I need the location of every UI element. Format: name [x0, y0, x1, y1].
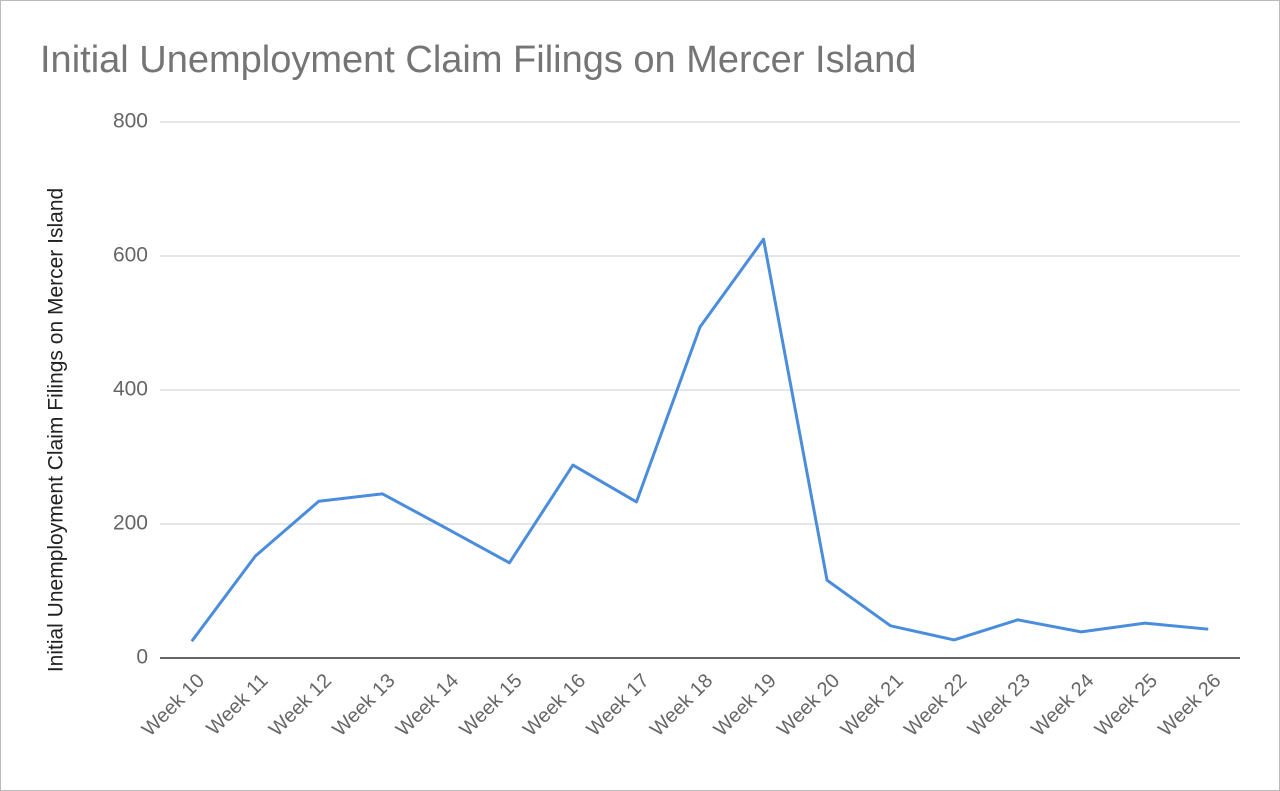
y-tick-label: 200 [113, 512, 148, 535]
y-tick-label: 400 [113, 378, 148, 401]
y-tick-label: 800 [113, 110, 148, 133]
y-tick-label: 0 [136, 646, 148, 669]
y-tick-label: 600 [113, 244, 148, 267]
line [190, 237, 1209, 643]
chart-title: Initial Unemployment Claim Filings on Me… [40, 39, 916, 81]
y-axis-label: Initial Unemployment Claim Filings on Me… [45, 188, 68, 672]
